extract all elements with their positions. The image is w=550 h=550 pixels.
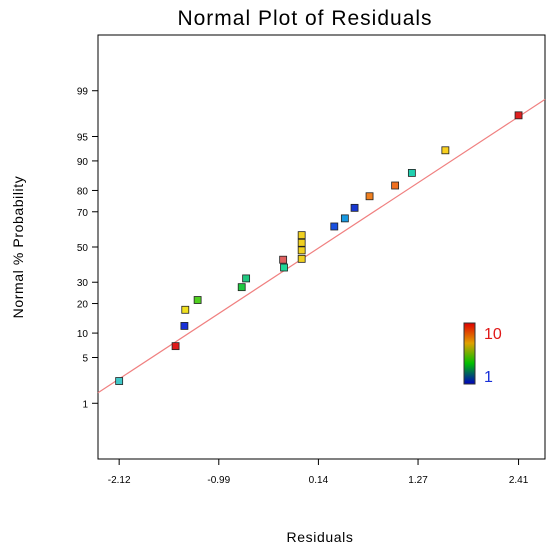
x-tick-label: -0.99 [207,475,230,486]
x-tick-label: 2.41 [509,475,529,486]
data-point [171,342,180,351]
y-tick-label: 70 [77,208,89,219]
data-point [365,192,374,201]
data-point [237,283,246,292]
data-point [407,169,416,177]
plot-frame [97,34,546,460]
color-legend-max-label: 10 [484,326,502,343]
y-tick-label: 5 [82,353,88,364]
color-legend-bar [463,322,476,385]
data-point [391,181,400,190]
data-point [180,322,189,330]
data-point [279,255,288,264]
y-tick-label: 1 [82,399,88,410]
data-points [115,111,523,385]
x-tick-label: 1.27 [408,475,428,486]
data-point [514,111,523,120]
data-point [297,231,306,240]
x-tick-label: -2.12 [108,475,131,486]
y-axis-label: Normal % Probability [10,176,26,319]
y-tick-label: 80 [77,186,89,197]
y-tick-label: 20 [77,300,89,311]
data-point [297,254,306,263]
fit-line-group [97,98,546,394]
y-tick-label: 30 [77,278,89,289]
data-point [181,305,190,314]
y-axis-ticks: 1 5 10 20 30 50 70 80 90 95 99 [77,87,98,410]
x-axis-label: Residuals [287,529,354,545]
chart-title: Normal Plot of Residuals [177,7,432,30]
data-point [242,274,251,283]
fit-line [97,98,546,394]
y-tick-label: 10 [77,329,89,340]
data-point [280,263,288,272]
color-legend: 10 1 [463,322,502,386]
x-tick-label: 0.14 [309,475,329,486]
data-point [297,238,306,247]
data-point [193,296,202,304]
data-point [297,246,306,255]
color-legend-min-label: 1 [484,369,493,386]
y-tick-label: 95 [77,133,89,144]
data-point [340,214,349,223]
y-tick-label: 99 [77,87,89,98]
data-point [330,222,339,231]
data-point [350,203,359,212]
data-point [441,146,450,155]
data-point [115,377,124,385]
y-tick-label: 50 [77,243,89,254]
y-tick-label: 90 [77,157,89,168]
x-axis-ticks: -2.12 -0.99 0.14 1.27 2.41 [108,459,529,486]
